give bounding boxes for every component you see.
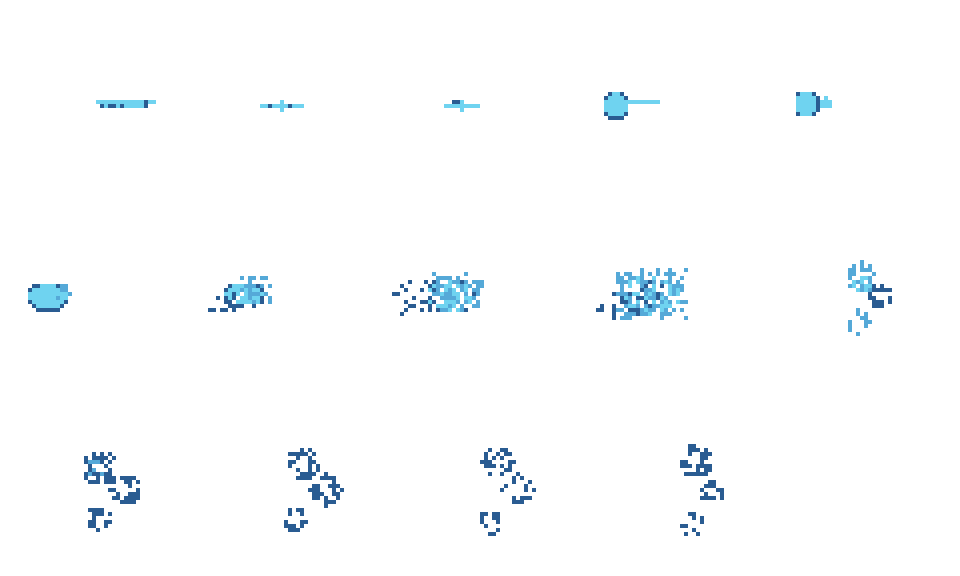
sprite-frame-2: [260, 100, 304, 112]
sprite-frame-13: [480, 448, 536, 536]
sprite-frame-5: [796, 92, 832, 116]
sprite-frame-3: [444, 100, 480, 112]
sprite-frame-7: [208, 276, 272, 312]
sprite-frame-11: [84, 452, 140, 532]
sprite-frame-1: [96, 100, 156, 108]
sprite-frame-6: [28, 284, 72, 312]
sprite-frame-12: [284, 448, 344, 532]
sprite-frame-9: [596, 268, 688, 320]
sprite-frame-4: [604, 92, 660, 120]
sprite-frame-8: [392, 272, 484, 316]
sprite-frame-10: [848, 260, 892, 336]
sprite-frame-14: [680, 444, 724, 536]
